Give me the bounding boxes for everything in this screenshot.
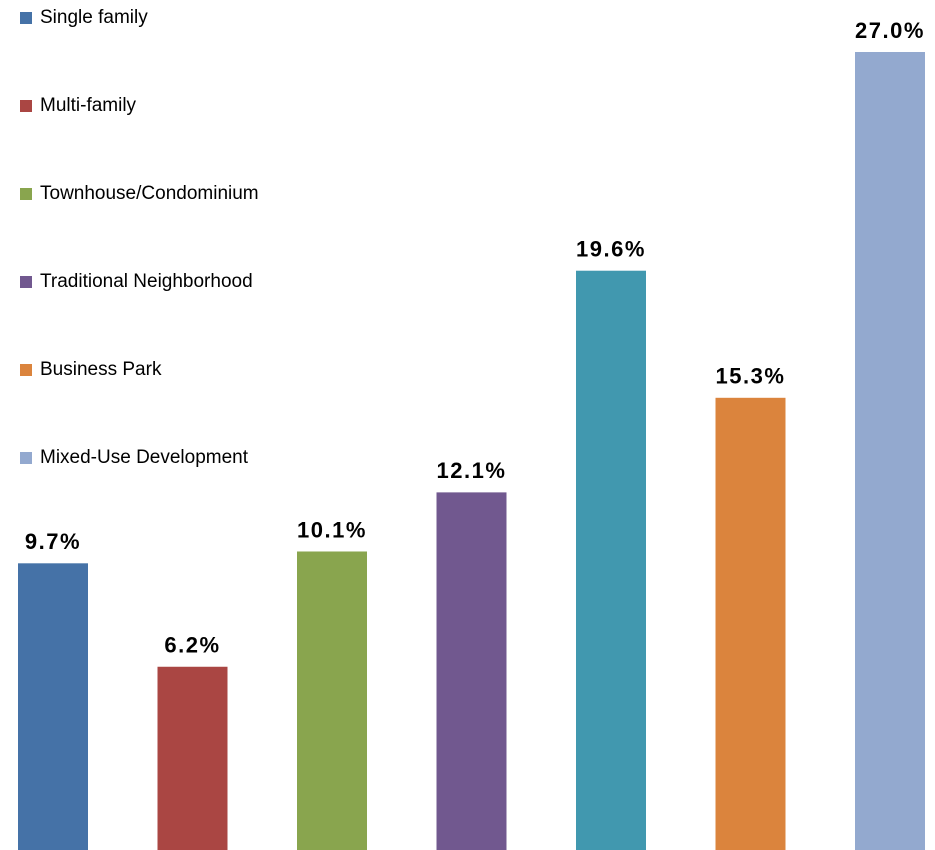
bar xyxy=(297,551,367,850)
value-label: 9.7% xyxy=(25,529,81,554)
value-label: 15.3% xyxy=(716,364,786,389)
bar xyxy=(157,666,228,850)
value-label: 27.0% xyxy=(855,18,925,43)
legend-swatch xyxy=(20,364,32,376)
bar xyxy=(715,397,786,850)
legend-text: Townhouse/Condominium xyxy=(40,183,259,204)
legend-swatch xyxy=(20,12,32,24)
legend-swatch xyxy=(20,452,32,464)
value-label: 10.1% xyxy=(297,517,367,542)
legend-text: Business Park xyxy=(40,359,162,380)
legend-text: Single family xyxy=(40,7,148,28)
value-label: 19.6% xyxy=(576,237,646,262)
bar xyxy=(576,270,646,850)
legend-swatch xyxy=(20,276,32,288)
legend-swatch xyxy=(20,100,32,112)
legend-text: Traditional Neighborhood xyxy=(40,271,253,292)
value-label: 12.1% xyxy=(437,458,507,483)
bar xyxy=(436,492,507,850)
legend-text: Multi-family xyxy=(40,95,137,116)
value-label: 6.2% xyxy=(164,633,220,658)
bar xyxy=(855,52,925,850)
legend-text: Mixed-Use Development xyxy=(40,447,249,468)
legend-swatch xyxy=(20,188,32,200)
bar xyxy=(18,563,88,850)
